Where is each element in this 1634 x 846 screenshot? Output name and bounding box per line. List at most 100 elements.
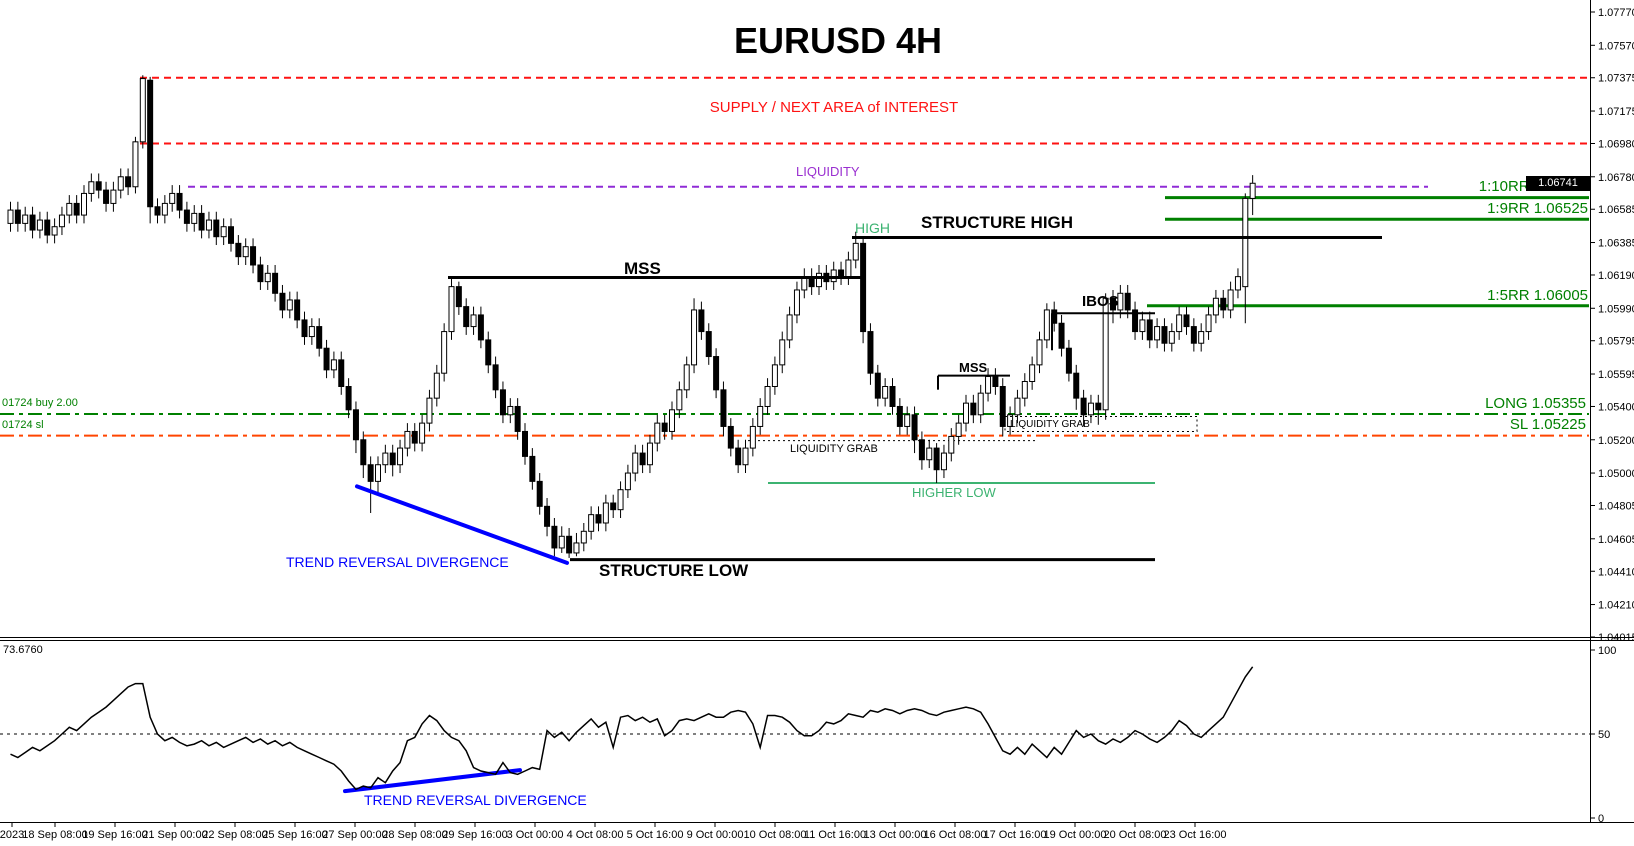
candle [470,314,477,328]
time-tick-label: 18 Sep 08:00 [22,829,87,841]
candle [404,430,411,449]
candle [279,292,286,311]
high-label: HIGH [855,220,890,236]
candle [713,356,720,391]
higher-low-label: HIGHER LOW [912,485,996,500]
candle [757,405,764,427]
candle [889,386,896,407]
price-tick-label: 1.05400 [1598,401,1634,413]
candle [264,272,271,283]
candle [955,422,962,437]
candle [382,452,389,466]
candle [1007,414,1014,427]
candle [999,386,1006,427]
candle [624,472,631,491]
candle [610,502,617,511]
trend-reversal-divergence-label-osc: TREND REVERSAL DIVERGENCE [364,792,587,808]
candle [44,219,51,236]
candle [29,214,36,231]
candle [492,364,499,391]
candle [874,372,881,399]
candle [940,452,947,471]
time-tick-label: 25 Sep 16:00 [262,829,327,841]
candle [66,202,73,216]
candle [360,439,367,466]
candle [345,386,352,411]
candle [433,372,440,399]
candle [154,206,161,216]
candle [933,447,940,471]
candle [1227,289,1234,311]
candle [242,246,249,258]
candle [720,389,727,427]
trend-reversal-divergence-price[interactable] [355,484,569,565]
candle [1212,297,1219,316]
candle [522,430,528,457]
price-tick-label: 1.04410 [1598,566,1634,578]
candle [301,319,308,338]
time-tick-label: 2023 [0,829,24,841]
candle [1029,364,1036,383]
candle [1146,319,1153,341]
candle [867,331,874,374]
candle [793,289,800,316]
oscillator-layer [0,666,1590,791]
candle [316,326,323,349]
candle [654,422,661,444]
price-tick-label: 1.04210 [1598,600,1634,612]
candle [397,447,404,466]
price-tick-label: 1.04605 [1598,534,1634,546]
candle [228,226,234,244]
candle [1058,322,1065,349]
time-tick-label: 17 Oct 16:00 [984,829,1047,841]
candle [985,376,992,394]
candle [389,452,396,466]
candle [1220,297,1227,311]
candle [558,535,565,549]
oscillator-tick-label: 50 [1598,729,1610,741]
candle [963,402,969,424]
candle [661,422,668,432]
candle [911,414,918,441]
supply-zone-label: SUPPLY / NEXT AREA of INTEREST [709,99,959,116]
candle [749,425,756,449]
oscillator-line [10,666,1254,791]
price-tick-label: 1.06585 [1598,204,1634,216]
time-tick-label: 29 Sep 16:00 [442,829,507,841]
liquidity-grab-label-2: LIQUIDITY GRAB [1010,419,1090,430]
liquidity-label: LIQUIDITY [796,164,860,179]
candle [132,141,139,188]
candle [764,386,771,407]
time-tick-label: 11 Oct 16:00 [804,829,866,841]
price-tick-label: 1.05990 [1598,303,1634,315]
price-tick-label: 1.06190 [1598,270,1634,282]
candle [198,212,205,231]
candle [139,78,146,143]
liquidity-grab-2-box [1004,415,1198,432]
candle [896,405,903,427]
candle [161,202,168,216]
candle [220,226,227,238]
order-buy-label: 01724 buy 2.00 [2,397,78,409]
candle [669,409,675,432]
candle [250,246,257,266]
time-tick-label: 3 Oct 00:00 [507,829,564,841]
price-tick-label: 1.05595 [1598,369,1634,381]
candle [36,219,43,231]
candle [191,212,198,224]
price-axis[interactable]: 1.07770 1.07570 1.07375 1.07175 1.06980 1.067… [0,0,1634,825]
candle [1073,372,1080,399]
candle [294,299,301,321]
candle [882,386,889,399]
candle [103,189,110,204]
candle [51,226,58,236]
candle [58,214,65,228]
time-tick-label: 22 Sep 08:00 [202,829,267,841]
candle [272,272,279,294]
candle [573,542,580,554]
candle [566,535,573,554]
candle [419,422,426,444]
candle [698,309,705,333]
